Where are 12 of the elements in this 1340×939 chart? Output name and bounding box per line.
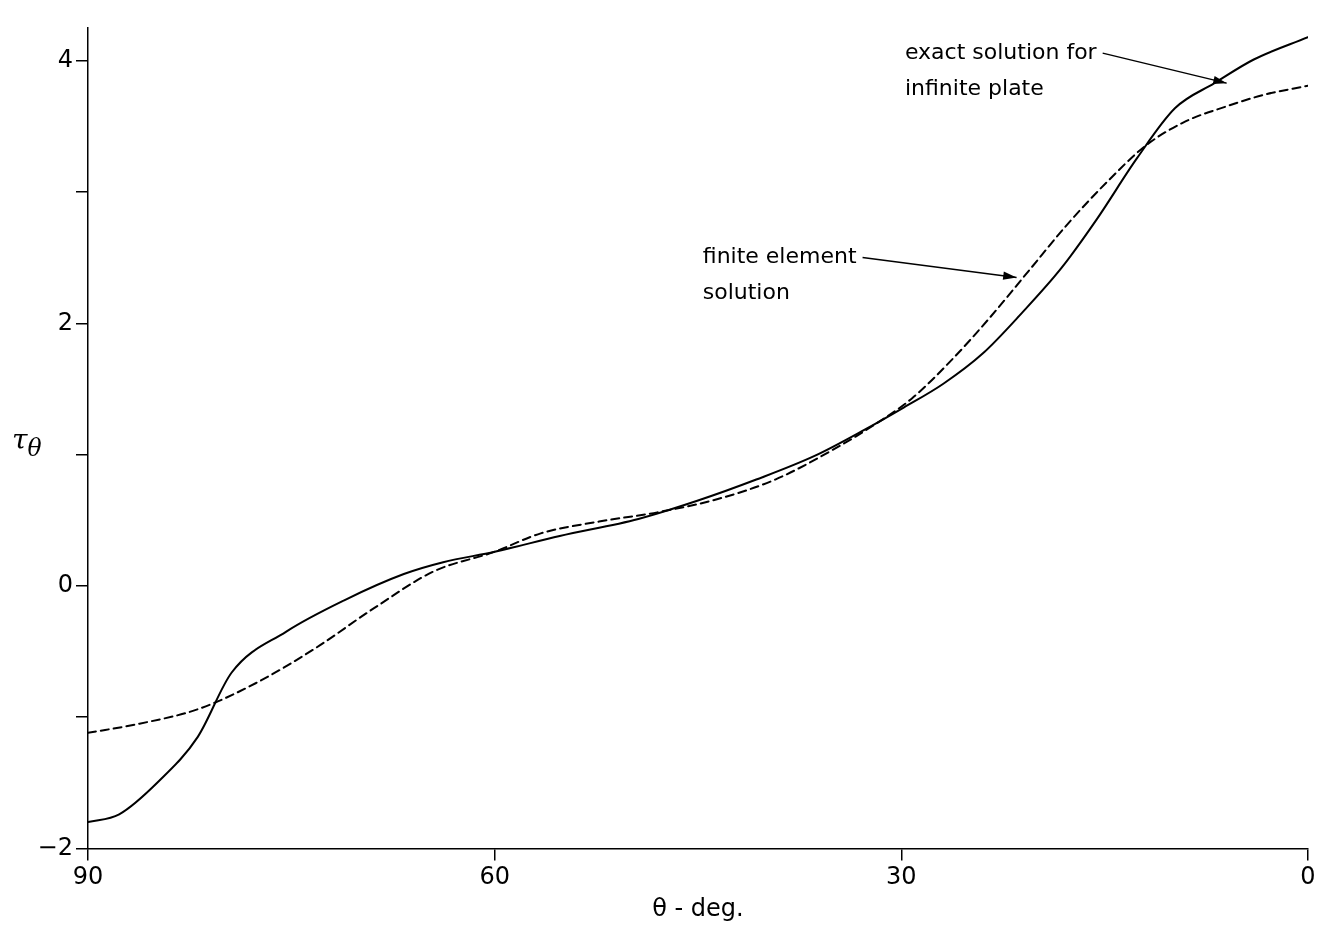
x-tick-label: 60 [479, 862, 510, 891]
y-tick-label: −2 [37, 832, 73, 861]
x-tick-label: 30 [886, 862, 917, 891]
y-tick-label: 2 [57, 307, 73, 336]
x-axis-title: θ - deg. [652, 893, 744, 922]
y-axis-title: τ$_{θ}$ [12, 423, 42, 462]
x-tick-label: 0 [1300, 862, 1316, 891]
annotation: finite element solution [702, 243, 857, 305]
y-tick-label: 0 [57, 570, 73, 599]
annotation: exact solution for infinite plate [904, 38, 1098, 100]
y-tick-label: 4 [57, 45, 73, 74]
x-tick-label: 90 [72, 862, 104, 891]
